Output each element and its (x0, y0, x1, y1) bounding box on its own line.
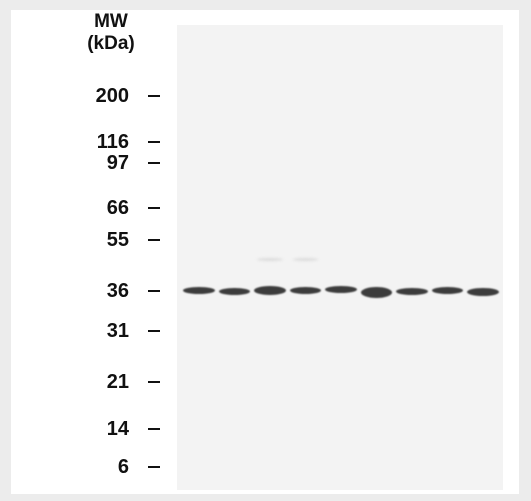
lane-6-band (360, 286, 392, 298)
lane-2-band (218, 287, 250, 295)
lane-3-faint-band (257, 258, 283, 261)
marker-21: 21 (60, 370, 165, 394)
marker-label: 66 (106, 197, 129, 219)
marker-55: 55 (60, 228, 165, 252)
marker-tick (148, 141, 160, 143)
marker-tick (148, 95, 160, 97)
lane-8-band (431, 286, 463, 294)
marker-116: 116 (60, 130, 165, 154)
lane-9-band (467, 288, 499, 296)
marker-6: 6 (60, 455, 165, 479)
lane-1-band (183, 286, 215, 294)
lane-4-faint-band (292, 258, 318, 261)
mw-title-line2: (kDa) (87, 33, 135, 54)
blot-membrane (177, 25, 503, 490)
lane-3-band (254, 285, 286, 295)
marker-label: 14 (106, 418, 129, 440)
marker-14: 14 (60, 417, 165, 441)
marker-97: 97 (60, 151, 165, 175)
marker-tick (148, 330, 160, 332)
marker-tick (148, 290, 160, 292)
marker-label: 31 (106, 320, 129, 342)
marker-31: 31 (60, 319, 165, 343)
marker-tick (148, 381, 160, 383)
lane-4-band (289, 286, 321, 294)
marker-200: 200 (60, 84, 165, 108)
marker-label: 97 (106, 152, 129, 174)
lane-5-band (325, 285, 357, 293)
marker-label: 36 (106, 280, 129, 302)
mw-title-line1: MW (94, 11, 128, 32)
marker-tick (148, 162, 160, 164)
marker-label: 116 (96, 131, 129, 153)
marker-tick (148, 239, 160, 241)
marker-label: 6 (117, 456, 129, 478)
marker-36: 36 (60, 279, 165, 303)
marker-tick (148, 466, 160, 468)
marker-66: 66 (60, 196, 165, 220)
lane-7-band (396, 287, 428, 295)
marker-label: 21 (106, 371, 129, 393)
marker-label: 55 (106, 229, 129, 251)
marker-tick (148, 428, 160, 430)
marker-tick (148, 207, 160, 209)
marker-label: 200 (95, 85, 129, 107)
mw-axis-title: MW (kDa) (62, 11, 160, 55)
